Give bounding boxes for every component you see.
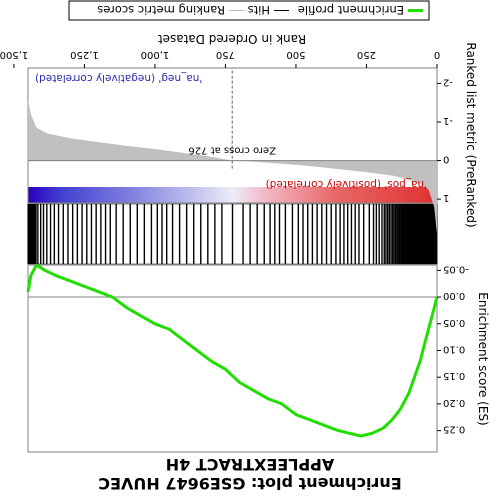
chart-title-line-1: Enrichment plot: GSE9647 HUVEC <box>98 474 401 493</box>
x-tick-label: 1,250 <box>70 49 99 60</box>
x-tick-label: 1,000 <box>141 49 170 60</box>
metric-axis-label: Ranked list metric (PreRanked) <box>464 42 478 227</box>
legend-label-metric: Ranking metric scores <box>97 3 225 17</box>
es-plot-frame <box>27 264 438 453</box>
metric-ytick-label: 0 <box>443 154 449 165</box>
positive-correlation-label: 'na_pos' (positively correlated) <box>266 178 427 190</box>
rank-x-axis: 0 250 500 750 1,000 1,250 1,500 Rank in Ordere… <box>0 32 440 68</box>
x-tick-label: 1,500 <box>0 49 28 60</box>
enrichment-profile-line <box>26 263 439 438</box>
negative-correlation-label: 'na_neg' (negatively correlated) <box>35 72 202 84</box>
es-ytick-label: 0.25 <box>443 424 465 435</box>
legend-label-enrichment: Enrichment profile <box>298 3 404 17</box>
es-ytick-label: 0.15 <box>443 370 465 381</box>
legend-label-hits: Hits <box>248 3 270 17</box>
legend: Enrichment profile Hits Ranking metric s… <box>68 0 430 21</box>
metric-ytick-label: 1 <box>443 192 449 203</box>
x-tick-label: 750 <box>216 49 235 60</box>
x-axis-title: Rank in Ordered Dataset <box>158 32 306 46</box>
es-ytick-label: 0.20 <box>443 397 465 408</box>
metric-ytick-label: -1 <box>443 115 453 126</box>
ranked-metric-area <box>28 98 437 234</box>
hits-panel <box>27 203 438 265</box>
es-ytick-label: 0.10 <box>443 343 465 354</box>
es-axis-label: Enrichment score (ES) <box>476 292 490 425</box>
ranked-metric-panel: Zero cross at 726 'na_pos' (positively c… <box>27 42 478 234</box>
heat-bar-fill <box>28 187 437 203</box>
x-tick-label: 500 <box>286 49 305 60</box>
x-tick-label: 250 <box>357 49 376 60</box>
x-tick-label: 0 <box>434 49 440 60</box>
correlation-heat-bar <box>28 187 437 203</box>
legend-box <box>68 0 430 21</box>
zero-cross-label: Zero cross at 726 <box>188 145 276 156</box>
chart-title-line-2: APPLEEXTRACT 4H <box>166 455 335 474</box>
metric-ytick-label: -2 <box>443 76 453 87</box>
es-ytick-label: 0.00 <box>443 290 465 301</box>
es-ytick-label: -0.05 <box>443 263 469 274</box>
es-ytick-label: 0.05 <box>443 317 465 328</box>
enrichment-score-panel: -0.05 0.00 0.05 0.10 0.15 0.20 0.25 Enrichment… <box>26 263 490 453</box>
